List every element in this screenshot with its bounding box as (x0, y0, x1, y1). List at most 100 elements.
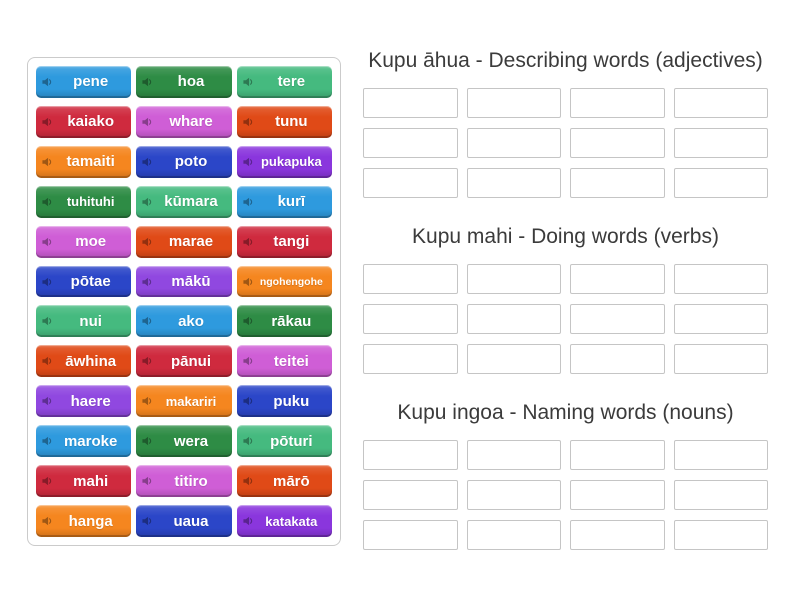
word-tile[interactable]: hoa (136, 66, 232, 98)
word-tile[interactable]: titiro (136, 465, 232, 498)
speaker-icon (243, 476, 254, 487)
word-tile-label: pene (73, 73, 109, 91)
drop-slot[interactable] (570, 480, 665, 510)
word-tile[interactable]: pene (36, 66, 132, 98)
word-tile-label: katakata (265, 513, 318, 529)
word-tile[interactable]: teitei (236, 345, 332, 378)
speaker-icon (142, 196, 153, 207)
drop-slot[interactable] (466, 128, 561, 158)
drop-slot[interactable] (466, 520, 561, 550)
drop-slot[interactable] (363, 168, 458, 198)
drop-slot[interactable] (466, 440, 561, 470)
word-tile-label: kurī (277, 193, 306, 211)
drop-slot[interactable] (363, 520, 458, 550)
word-tile[interactable]: kurī (236, 185, 332, 218)
drop-slot[interactable] (570, 344, 665, 374)
drop-slot[interactable] (363, 440, 458, 470)
word-tile[interactable]: tamaiti (36, 145, 132, 178)
drop-slot[interactable] (363, 304, 458, 334)
word-tile[interactable]: pukapuka (236, 145, 332, 178)
drop-slot[interactable] (466, 168, 561, 198)
word-tile-label: tuhituhi (66, 194, 115, 210)
drop-slot[interactable] (466, 304, 561, 334)
word-tile[interactable]: maroke (36, 425, 132, 458)
word-tile[interactable]: poto (136, 145, 232, 178)
word-tile-label: tere (277, 73, 306, 91)
drop-slot[interactable] (673, 440, 768, 470)
word-tile[interactable]: haere (36, 385, 132, 418)
word-tile-label: whare (169, 113, 213, 131)
drop-slot[interactable] (570, 168, 665, 198)
word-tile[interactable]: nui (36, 305, 132, 338)
drop-slot[interactable] (466, 88, 561, 118)
word-tile-label: pukapuka (260, 154, 322, 170)
word-bank-panel: pene hoa tere kaiako (27, 57, 341, 546)
word-tile-label: hanga (68, 512, 113, 530)
word-tile[interactable]: makariri (136, 385, 232, 418)
word-tile[interactable]: mahi (36, 465, 132, 498)
drop-slot[interactable] (673, 344, 768, 374)
word-tile-label: puku (273, 392, 310, 410)
drop-slot[interactable] (363, 264, 458, 294)
speaker-icon (142, 276, 153, 287)
drop-slot[interactable] (673, 128, 768, 158)
group-title: Kupu āhua - Describing words (adjectives… (368, 49, 763, 72)
drop-slot[interactable] (570, 304, 665, 334)
drop-slot[interactable] (673, 520, 768, 550)
speaker-icon (243, 156, 254, 167)
drop-slot[interactable] (570, 440, 665, 470)
drop-slot[interactable] (466, 480, 561, 510)
word-tile[interactable]: katakata (236, 505, 332, 537)
word-tile[interactable]: puku (236, 385, 332, 418)
drop-slot[interactable] (673, 480, 768, 510)
word-tile[interactable]: whare (136, 105, 232, 138)
drop-slot[interactable] (570, 520, 665, 550)
drop-slot[interactable] (363, 128, 458, 158)
speaker-icon (42, 436, 53, 447)
word-tile[interactable]: tangi (236, 225, 332, 258)
word-tile[interactable]: marae (136, 225, 232, 258)
word-tile[interactable]: hanga (36, 505, 132, 537)
speaker-icon (243, 356, 254, 367)
drop-slot[interactable] (673, 88, 768, 118)
word-tile[interactable]: tuhituhi (36, 185, 132, 218)
drop-slot[interactable] (570, 88, 665, 118)
drop-slot[interactable] (363, 88, 458, 118)
word-tile[interactable]: wera (136, 425, 232, 458)
word-tile-label: mahi (73, 472, 109, 490)
word-tile[interactable]: ngohengohe (236, 265, 332, 298)
word-tile[interactable]: mārō (236, 465, 332, 498)
drop-slot[interactable] (673, 264, 768, 294)
speaker-icon (42, 76, 53, 87)
word-tile[interactable]: kaiako (36, 105, 132, 138)
word-tile-label: pōtae (70, 273, 111, 291)
word-tile[interactable]: rākau (236, 305, 332, 338)
word-tile[interactable]: ako (136, 305, 232, 338)
word-tile-label: kaiako (67, 113, 115, 131)
drop-slot[interactable] (363, 480, 458, 510)
drop-slot[interactable] (466, 344, 561, 374)
speaker-icon (142, 116, 153, 127)
drop-slot[interactable] (570, 128, 665, 158)
drop-slot[interactable] (363, 344, 458, 374)
word-tile[interactable]: mākū (136, 265, 232, 298)
word-tile[interactable]: tere (236, 66, 332, 98)
word-tile[interactable]: pānui (136, 345, 232, 378)
speaker-icon (42, 196, 53, 207)
drop-slot-grid (363, 264, 768, 374)
word-tile-label: ngohengohe (259, 275, 323, 288)
drop-slot[interactable] (466, 264, 561, 294)
drop-slot[interactable] (673, 304, 768, 334)
word-tile[interactable]: āwhina (36, 345, 132, 378)
drop-slot[interactable] (570, 264, 665, 294)
word-tile[interactable]: pōtae (36, 265, 132, 298)
word-tile[interactable]: moe (36, 225, 132, 258)
word-tile[interactable]: kūmara (136, 185, 232, 218)
word-tile[interactable]: tunu (236, 105, 332, 138)
drop-slot[interactable] (673, 168, 768, 198)
word-tile-label: rākau (271, 312, 312, 330)
word-tile[interactable]: uaua (136, 505, 232, 537)
word-tile-label: tangi (273, 233, 310, 251)
word-tile[interactable]: pōturi (236, 425, 332, 458)
